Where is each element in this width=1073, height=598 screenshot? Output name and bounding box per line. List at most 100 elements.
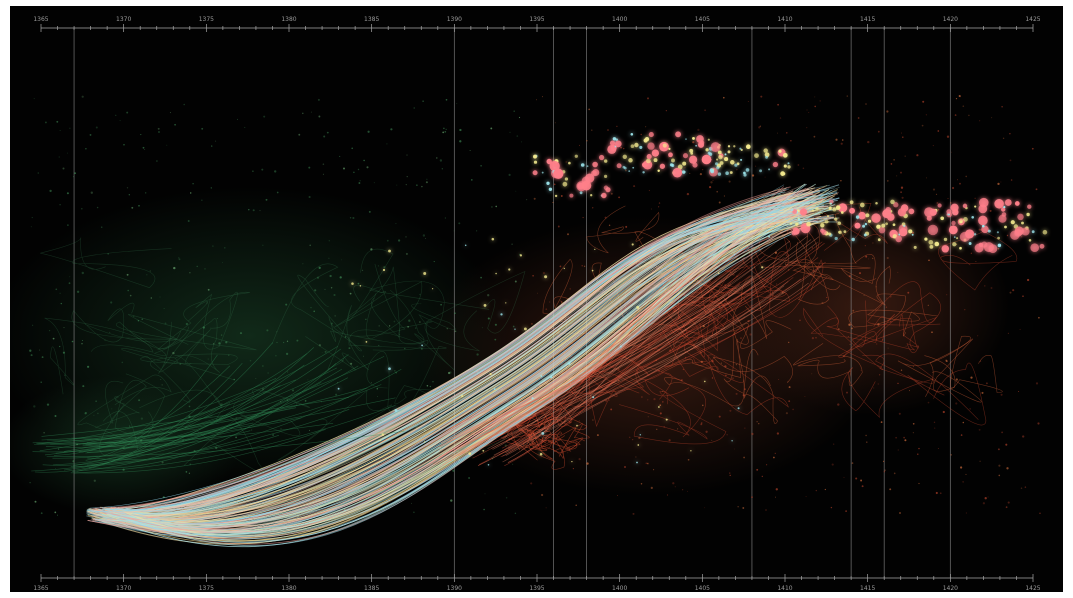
node-dot [745, 168, 750, 172]
noise-dot [442, 131, 445, 134]
marker-lines [73, 28, 951, 578]
noise-dot [569, 288, 571, 290]
node-dot [491, 237, 495, 241]
noise-dot [747, 320, 750, 323]
flow-strand [433, 280, 711, 437]
noise-dot [866, 441, 868, 443]
tangle-strand [664, 287, 734, 358]
noise-dot [494, 338, 497, 341]
noise-dot [55, 288, 58, 291]
node-dot [761, 266, 764, 269]
flow-strand [119, 207, 784, 525]
noise-dot [968, 114, 970, 117]
noise-dot [903, 436, 905, 439]
noise-dot [814, 96, 816, 98]
noise-dot [765, 509, 767, 511]
noise-dot [317, 98, 320, 101]
noise-dot [990, 287, 993, 289]
tangle-strand [347, 248, 400, 338]
flow-strand [464, 270, 737, 434]
noise-dot [900, 171, 902, 174]
noise-dot [814, 105, 816, 108]
flow-strand [125, 196, 828, 511]
noise-dot [977, 335, 979, 337]
node-dot [782, 152, 788, 158]
node-dot [968, 242, 972, 245]
noise-dot [481, 327, 483, 329]
noise-dot [882, 460, 885, 463]
flow-strand [93, 201, 796, 517]
node-dot [941, 245, 950, 253]
noise-dot [308, 195, 311, 199]
noise-dot [285, 352, 289, 356]
node-dot [820, 223, 825, 228]
flow-strand [115, 201, 799, 519]
noise-dot [447, 371, 451, 375]
noise-dot [39, 349, 41, 351]
noise-dot [896, 175, 898, 177]
node-dot [724, 157, 729, 162]
node-dot [855, 215, 860, 219]
noise-dot [815, 337, 817, 339]
noise-dot [426, 178, 428, 180]
noise-dot [777, 103, 779, 106]
noise-dot [441, 168, 443, 170]
noise-dot [959, 466, 963, 469]
noise-dot [323, 135, 326, 138]
noise-dot [659, 334, 662, 336]
noise-dot [650, 486, 653, 490]
noise-dot [95, 126, 98, 129]
flow-strand [502, 232, 736, 457]
noise-dot [974, 197, 976, 199]
noise-dot [509, 131, 511, 133]
noise-dot [1006, 467, 1009, 470]
noise-dot [1005, 506, 1008, 509]
noise-dot [840, 180, 842, 182]
noise-dot [373, 182, 375, 184]
noise-dot [805, 496, 807, 498]
noise-dot [586, 462, 589, 465]
noise-dot [697, 128, 700, 132]
noise-dot [1012, 289, 1015, 292]
noise-dot [440, 303, 442, 306]
node-dot [658, 406, 660, 408]
noise-dot [129, 425, 131, 427]
node-dot [956, 237, 959, 240]
noise-dot [330, 287, 333, 289]
noise-dot [852, 309, 855, 312]
noise-dot [52, 337, 55, 340]
noise-dot [363, 159, 365, 162]
flow-strand [458, 277, 794, 456]
noise-dot [680, 379, 683, 382]
noise-dot [797, 164, 800, 166]
node-dot [934, 241, 940, 247]
noise-dot [633, 185, 636, 188]
flow-strand [102, 211, 815, 532]
noise-dot [350, 362, 353, 365]
node-dot [594, 248, 596, 251]
noise-dot [235, 436, 237, 439]
noise-dot [349, 292, 352, 295]
noise-dot [275, 354, 277, 357]
flow-strand [478, 277, 828, 450]
node-dot [952, 209, 959, 216]
noise-dot [702, 324, 705, 328]
noise-dot [954, 114, 957, 116]
noise-dot [29, 482, 31, 484]
flow-strand [507, 235, 808, 449]
noise-dot [629, 436, 631, 438]
noise-dot [989, 209, 992, 212]
node-dot [799, 221, 802, 225]
noise-dot [950, 454, 952, 456]
tangle-strand [115, 313, 257, 351]
noise-dot [670, 325, 673, 328]
noise-dot [843, 476, 845, 479]
noise-dot [537, 292, 538, 294]
node-dot [634, 142, 639, 148]
noise-dot [960, 434, 963, 436]
node-dot [562, 181, 568, 187]
tangle-strand [635, 255, 710, 320]
flow-strand [96, 193, 813, 525]
node-dot [951, 220, 956, 226]
flow-strand [435, 241, 823, 449]
